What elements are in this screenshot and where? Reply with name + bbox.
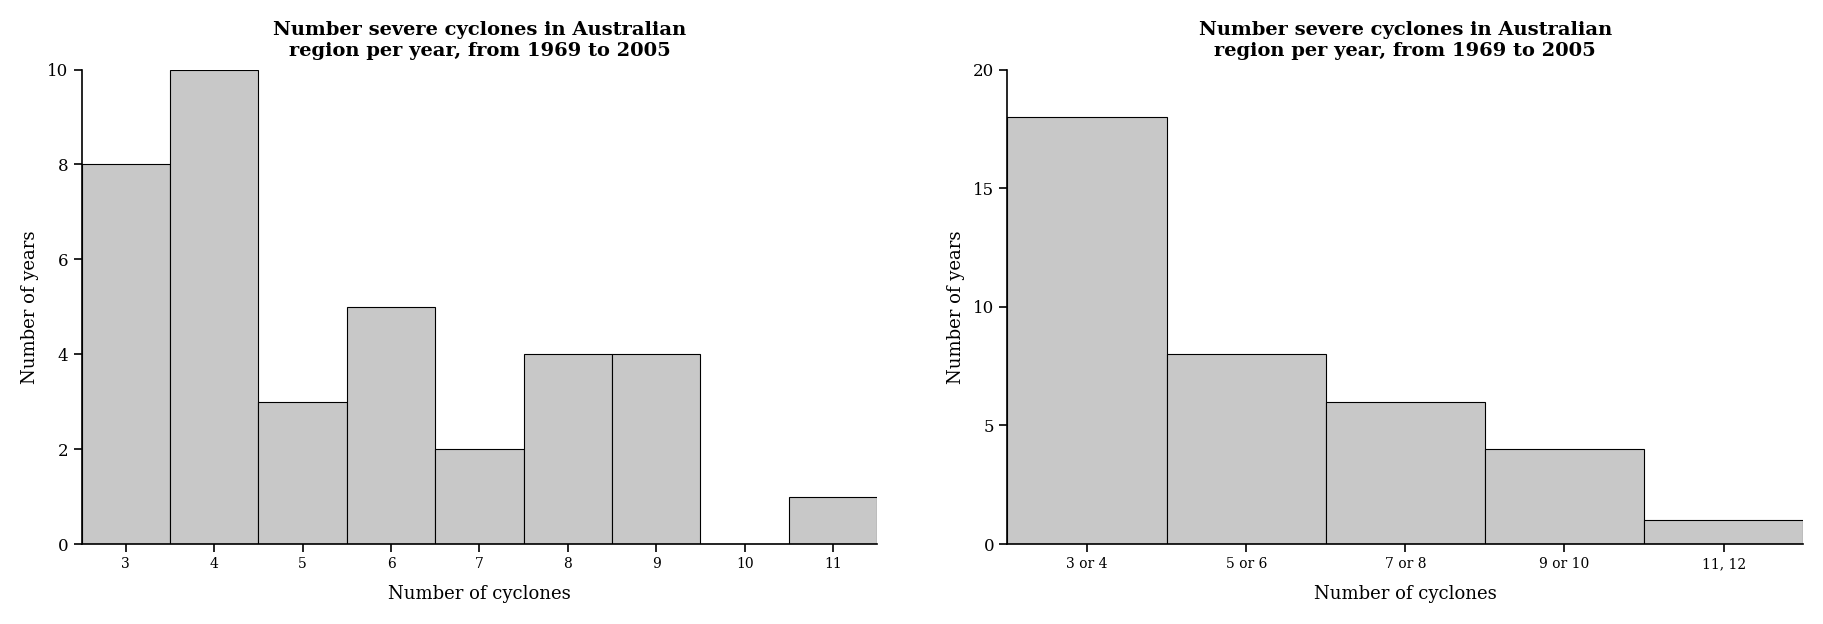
Title: Number severe cyclones in Australian
region per year, from 1969 to 2005: Number severe cyclones in Australian reg…	[1198, 21, 1612, 60]
Bar	[613, 354, 700, 544]
Bar	[1484, 449, 1643, 544]
Bar	[1006, 117, 1167, 544]
X-axis label: Number of cyclones: Number of cyclones	[388, 585, 571, 603]
Bar	[1643, 520, 1803, 544]
Bar	[788, 497, 877, 544]
Bar	[523, 354, 613, 544]
Y-axis label: Number of years: Number of years	[946, 230, 964, 384]
Bar	[346, 307, 436, 544]
Title: Number severe cyclones in Australian
region per year, from 1969 to 2005: Number severe cyclones in Australian reg…	[273, 21, 685, 60]
X-axis label: Number of cyclones: Number of cyclones	[1313, 585, 1497, 603]
Y-axis label: Number of years: Number of years	[20, 230, 38, 384]
Bar	[170, 69, 259, 544]
Bar	[82, 165, 170, 544]
Bar	[436, 449, 523, 544]
Bar	[259, 402, 346, 544]
Bar	[1325, 402, 1484, 544]
Bar	[1167, 354, 1325, 544]
